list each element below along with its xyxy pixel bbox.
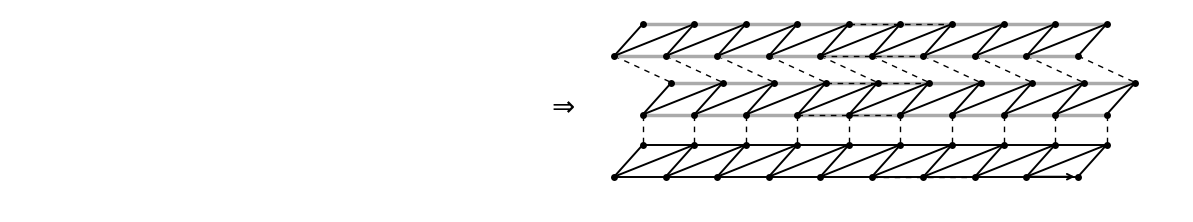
Text: $\Rightarrow$: $\Rightarrow$ <box>546 93 575 121</box>
